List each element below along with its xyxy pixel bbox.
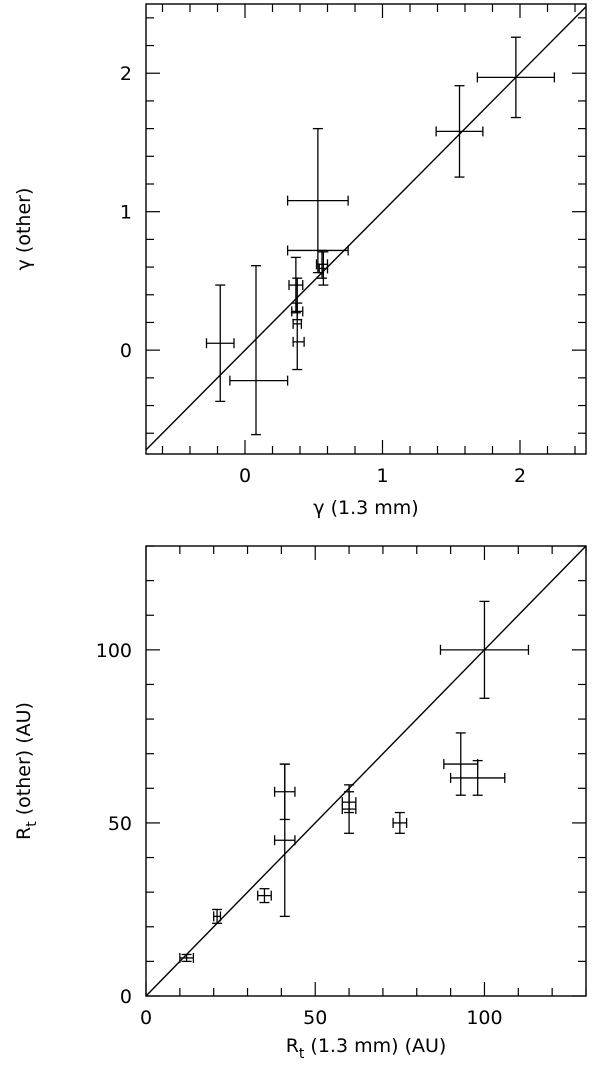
y-tick-label: 100 [96,640,132,662]
y-tick-label: 0 [120,986,132,1008]
y-tick-label: 0 [120,340,132,362]
y-tick-label: 2 [120,63,132,85]
data-point [286,127,349,274]
radius-comparison-panel: 0 50 100 0 50 100 Rt (1.3 mm) (AU) Rt (other) (… [13,545,587,1062]
data-point [205,284,235,403]
axis-ticks [146,4,586,454]
data-point [341,784,357,834]
data-point [257,888,272,904]
data-point [435,85,484,178]
x-axis-label: Rt (1.3 mm) (AU) [286,1035,447,1062]
data-point [449,759,506,796]
y-axis-label: γ (other) [13,188,35,271]
identity-line [145,6,587,451]
x-tick-label: 100 [466,1007,502,1029]
data-point [439,600,530,699]
y-tick-label: 1 [120,202,132,224]
data-point [392,811,408,834]
axis-ticks [145,545,587,997]
x-tick-label: 50 [303,1007,327,1029]
data-point [476,36,556,119]
x-tick-label: 0 [239,465,251,487]
x-axis-label: γ (1.3 mm) [313,497,418,519]
x-tick-label: 2 [514,465,526,487]
y-axis-label: Rt (other) (AU) [13,702,40,840]
x-tick-label: 1 [376,465,388,487]
data-point [292,336,305,347]
y-tick-label: 50 [108,813,132,835]
data-point [179,952,195,963]
data-point [212,908,223,924]
data-point [292,277,303,371]
data-point [315,249,329,279]
data-point [273,763,296,918]
identity-line [145,545,587,997]
data-point [318,251,329,286]
gamma-comparison-panel: 0 1 2 0 1 2 γ (1.3 mm) γ (other) [13,3,587,519]
plot-frame [145,3,587,455]
data-point [251,265,261,436]
data-point [443,732,479,796]
x-tick-label: 0 [140,1007,152,1029]
plot-frame [145,545,587,997]
data-point [229,375,289,386]
